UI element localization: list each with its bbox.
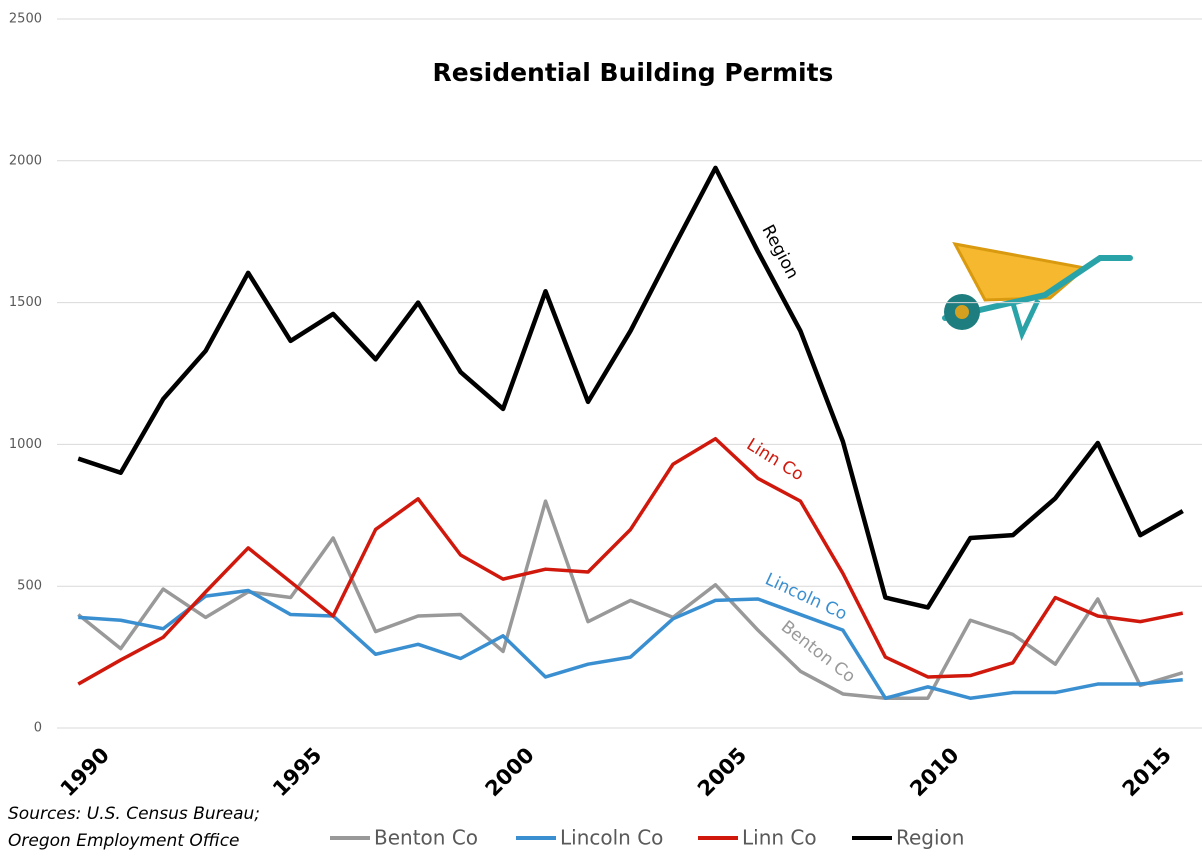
y-tick-label: 0 <box>34 721 42 736</box>
x-tick-label: 1995 <box>268 743 326 801</box>
chart-title: Residential Building Permits <box>433 58 834 87</box>
legend-label: Lincoln Co <box>560 826 663 850</box>
wheelbarrow-icon <box>942 241 1133 342</box>
y-tick-label: 500 <box>17 579 42 594</box>
x-tick-label: 1990 <box>56 743 114 801</box>
y-tick-label: 2500 <box>9 12 42 27</box>
series-line <box>77 165 1184 610</box>
x-tick-label: 2005 <box>693 743 751 801</box>
y-tick-label: 1500 <box>9 295 42 310</box>
legend-label: Region <box>896 826 964 850</box>
series-line <box>77 436 1184 686</box>
source: Sources: U.S. Census Bureau; <box>8 804 260 824</box>
annotation: Benton Co <box>777 617 859 687</box>
series-line <box>77 499 1184 700</box>
annotation: Linn Co <box>743 435 807 486</box>
source: Oregon Employment Office <box>8 831 240 851</box>
x-tick-label: 2000 <box>481 743 539 801</box>
annotation: Region <box>758 222 803 283</box>
x-tick-label: 2015 <box>1118 743 1176 801</box>
x-tick-label: 2010 <box>905 743 963 801</box>
y-tick-label: 2000 <box>9 153 42 168</box>
legend-label: Linn Co <box>742 826 817 850</box>
series-line <box>78 588 1183 700</box>
legend-label: Benton Co <box>374 826 478 850</box>
y-tick-label: 1000 <box>9 437 42 452</box>
